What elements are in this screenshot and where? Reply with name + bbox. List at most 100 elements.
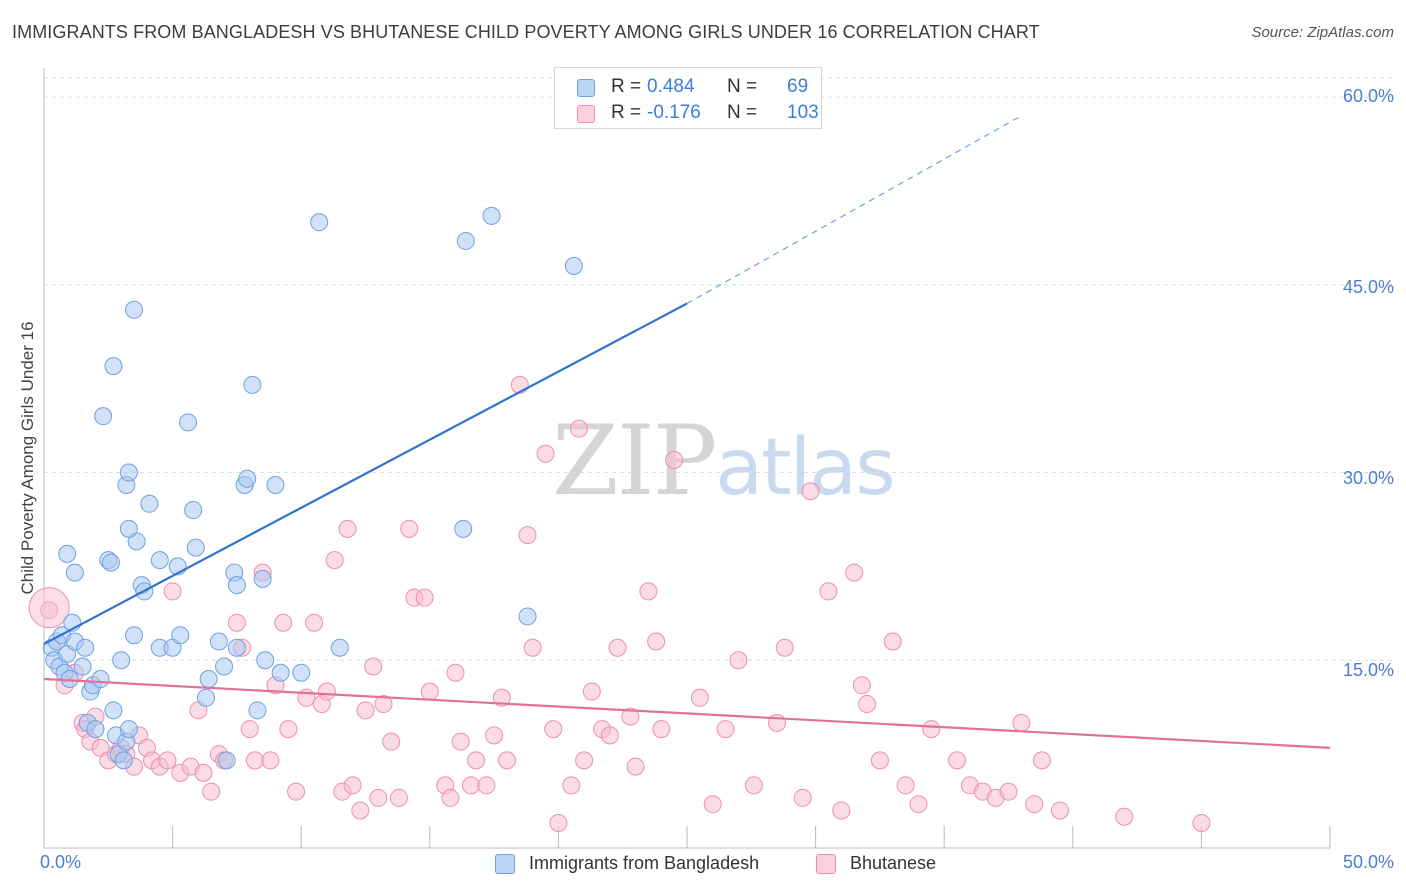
point-bhutanese — [523, 638, 542, 657]
point-bangladesh — [104, 357, 123, 376]
point-bhutanese — [451, 732, 470, 751]
point-bangladesh — [112, 651, 131, 670]
point-bhutanese — [274, 613, 293, 632]
point-bangladesh — [227, 638, 246, 657]
point-bangladesh — [179, 413, 198, 432]
point-bangladesh — [227, 576, 246, 595]
point-bhutanese — [536, 444, 555, 463]
point-bangladesh — [184, 501, 203, 520]
point-bangladesh — [217, 751, 236, 770]
point-bhutanese — [870, 751, 889, 770]
point-bhutanese — [420, 682, 439, 701]
point-bhutanese-large — [28, 587, 70, 629]
point-bangladesh — [65, 563, 84, 582]
legend-r-value: 0.484 — [647, 76, 695, 97]
point-bhutanese — [639, 582, 658, 601]
point-bangladesh — [119, 720, 138, 739]
point-bangladesh — [119, 463, 138, 482]
point-bhutanese — [1050, 801, 1069, 820]
point-bhutanese — [801, 482, 820, 501]
point-bhutanese — [389, 788, 408, 807]
point-bangladesh — [104, 701, 123, 720]
legend-label-bangladesh: Immigrants from Bangladesh — [529, 853, 760, 873]
point-bangladesh — [564, 256, 583, 275]
point-bangladesh — [238, 469, 257, 488]
point-bangladesh — [114, 751, 133, 770]
point-bhutanese — [569, 419, 588, 438]
point-bhutanese — [356, 701, 375, 720]
point-bangladesh — [94, 407, 113, 426]
legend-swatch-pink — [816, 854, 836, 874]
point-bhutanese — [562, 776, 581, 795]
point-bangladesh — [215, 657, 234, 676]
point-bhutanese — [364, 657, 383, 676]
x-tick-0: 0.0% — [40, 852, 82, 872]
point-bhutanese — [544, 720, 563, 739]
point-bhutanese — [415, 588, 434, 607]
point-bangladesh — [243, 375, 262, 394]
trendline-bangladesh — [43, 302, 688, 645]
point-bangladesh — [292, 663, 311, 682]
point-bhutanese — [163, 582, 182, 601]
source-label: Source: ZipAtlas.com — [1251, 24, 1394, 41]
point-bhutanese — [600, 726, 619, 745]
legend-n-value: 69 — [787, 76, 809, 97]
legend-n-label: N = — [727, 102, 758, 123]
y-tick-60: 60.0% — [1342, 86, 1394, 106]
point-bhutanese — [261, 751, 280, 770]
point-bangladesh — [482, 206, 501, 225]
point-bhutanese — [400, 519, 419, 538]
point-bangladesh — [101, 553, 120, 572]
point-bhutanese — [240, 720, 259, 739]
legend-swatch-blue — [577, 79, 595, 97]
point-bhutanese — [467, 751, 486, 770]
point-bangladesh — [125, 626, 144, 645]
point-bangladesh — [125, 300, 144, 319]
point-bangladesh — [76, 638, 95, 657]
legend-n-value: 103 — [787, 102, 819, 123]
point-bangladesh — [186, 538, 205, 557]
point-bangladesh — [456, 231, 475, 250]
point-bhutanese — [194, 763, 213, 782]
legend-r-label: R = — [611, 76, 642, 97]
point-bangladesh — [256, 651, 275, 670]
point-bhutanese — [608, 638, 627, 657]
point-bhutanese — [338, 519, 357, 538]
point-bhutanese — [703, 795, 722, 814]
point-bangladesh — [266, 476, 285, 495]
point-bhutanese — [485, 726, 504, 745]
point-bhutanese — [287, 782, 306, 801]
point-bangladesh — [454, 519, 473, 538]
point-bhutanese — [492, 688, 511, 707]
point-bangladesh — [140, 494, 159, 513]
point-bhutanese — [729, 651, 748, 670]
point-bhutanese — [744, 776, 763, 795]
point-bhutanese — [158, 751, 177, 770]
point-bhutanese — [351, 801, 370, 820]
legend-swatch-pink — [577, 105, 595, 123]
point-bangladesh — [248, 701, 267, 720]
y-tick-15: 15.0% — [1342, 660, 1394, 680]
point-bangladesh — [253, 569, 272, 588]
legend-swatch-blue — [495, 854, 515, 874]
point-bhutanese — [845, 563, 864, 582]
point-bangladesh — [271, 663, 290, 682]
point-bangladesh — [197, 688, 216, 707]
point-bhutanese — [245, 751, 264, 770]
point-bhutanese — [775, 638, 794, 657]
point-bhutanese — [305, 613, 324, 632]
point-bangladesh — [310, 213, 329, 232]
point-bhutanese — [325, 551, 344, 570]
point-bhutanese — [999, 782, 1018, 801]
point-bhutanese — [858, 695, 877, 714]
point-bhutanese — [665, 450, 684, 469]
point-bhutanese — [518, 526, 537, 545]
point-bangladesh — [119, 519, 138, 538]
point-bhutanese — [883, 632, 902, 651]
point-bhutanese — [621, 707, 640, 726]
trendline-bhutanese — [43, 677, 1331, 749]
point-bhutanese — [477, 776, 496, 795]
point-bhutanese — [374, 695, 393, 714]
point-bhutanese — [441, 788, 460, 807]
